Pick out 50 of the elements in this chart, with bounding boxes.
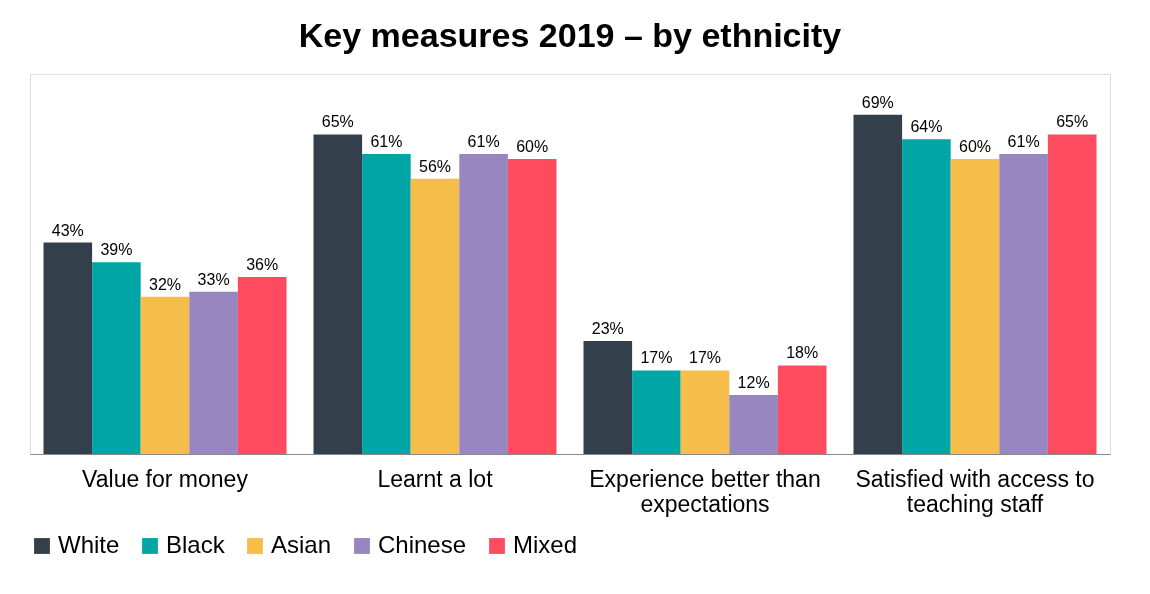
legend-label: Chinese	[378, 531, 467, 558]
bar	[140, 296, 190, 454]
data-label: 65%	[1056, 113, 1089, 131]
bar	[313, 134, 363, 454]
bar	[362, 154, 411, 454]
chart-title: Key measures 2019 – by ethnicity	[298, 16, 842, 54]
legend-label: Black	[166, 531, 226, 558]
bar	[43, 242, 93, 454]
data-label: 17%	[688, 349, 722, 367]
data-label: 36%	[246, 255, 279, 273]
bar	[950, 158, 1000, 454]
data-label: 65%	[321, 113, 354, 131]
bar	[999, 154, 1048, 454]
bar	[410, 178, 460, 454]
bar	[92, 262, 141, 454]
x-tick-label: Experience better than expectations	[589, 465, 821, 517]
data-label: 61%	[1007, 133, 1040, 151]
x-tick-label: Value for money	[82, 465, 249, 492]
data-label: 12%	[737, 373, 770, 391]
bar	[729, 394, 778, 454]
bar	[777, 365, 827, 454]
data-label: 33%	[197, 270, 230, 288]
legend-label: Mixed	[513, 531, 578, 558]
bar	[459, 154, 508, 454]
bar	[237, 276, 287, 454]
bar	[189, 291, 238, 454]
data-label: 56%	[418, 157, 452, 175]
bar	[632, 370, 681, 454]
legend-label: White	[58, 531, 120, 558]
data-label: 39%	[100, 241, 133, 259]
data-label: 17%	[640, 349, 673, 367]
data-label: 64%	[910, 118, 943, 136]
data-label: 18%	[786, 344, 819, 362]
data-label: 61%	[370, 133, 403, 151]
legend-label: Asian	[271, 531, 332, 558]
bar	[583, 340, 633, 454]
x-tick-label: Learnt a lot	[377, 465, 494, 492]
data-label: 60%	[516, 137, 549, 155]
data-label: 23%	[591, 319, 624, 337]
data-label: 61%	[467, 133, 500, 151]
data-label: 60%	[958, 137, 992, 155]
bar	[902, 139, 951, 454]
data-label: 32%	[148, 275, 182, 293]
bar	[507, 158, 557, 454]
data-label: 43%	[51, 221, 84, 239]
bar	[853, 114, 903, 454]
bar	[680, 370, 730, 454]
data-label: 69%	[861, 93, 894, 111]
bar	[1047, 134, 1097, 454]
x-tick-label: Satisfied with access to teaching staff	[855, 465, 1095, 517]
